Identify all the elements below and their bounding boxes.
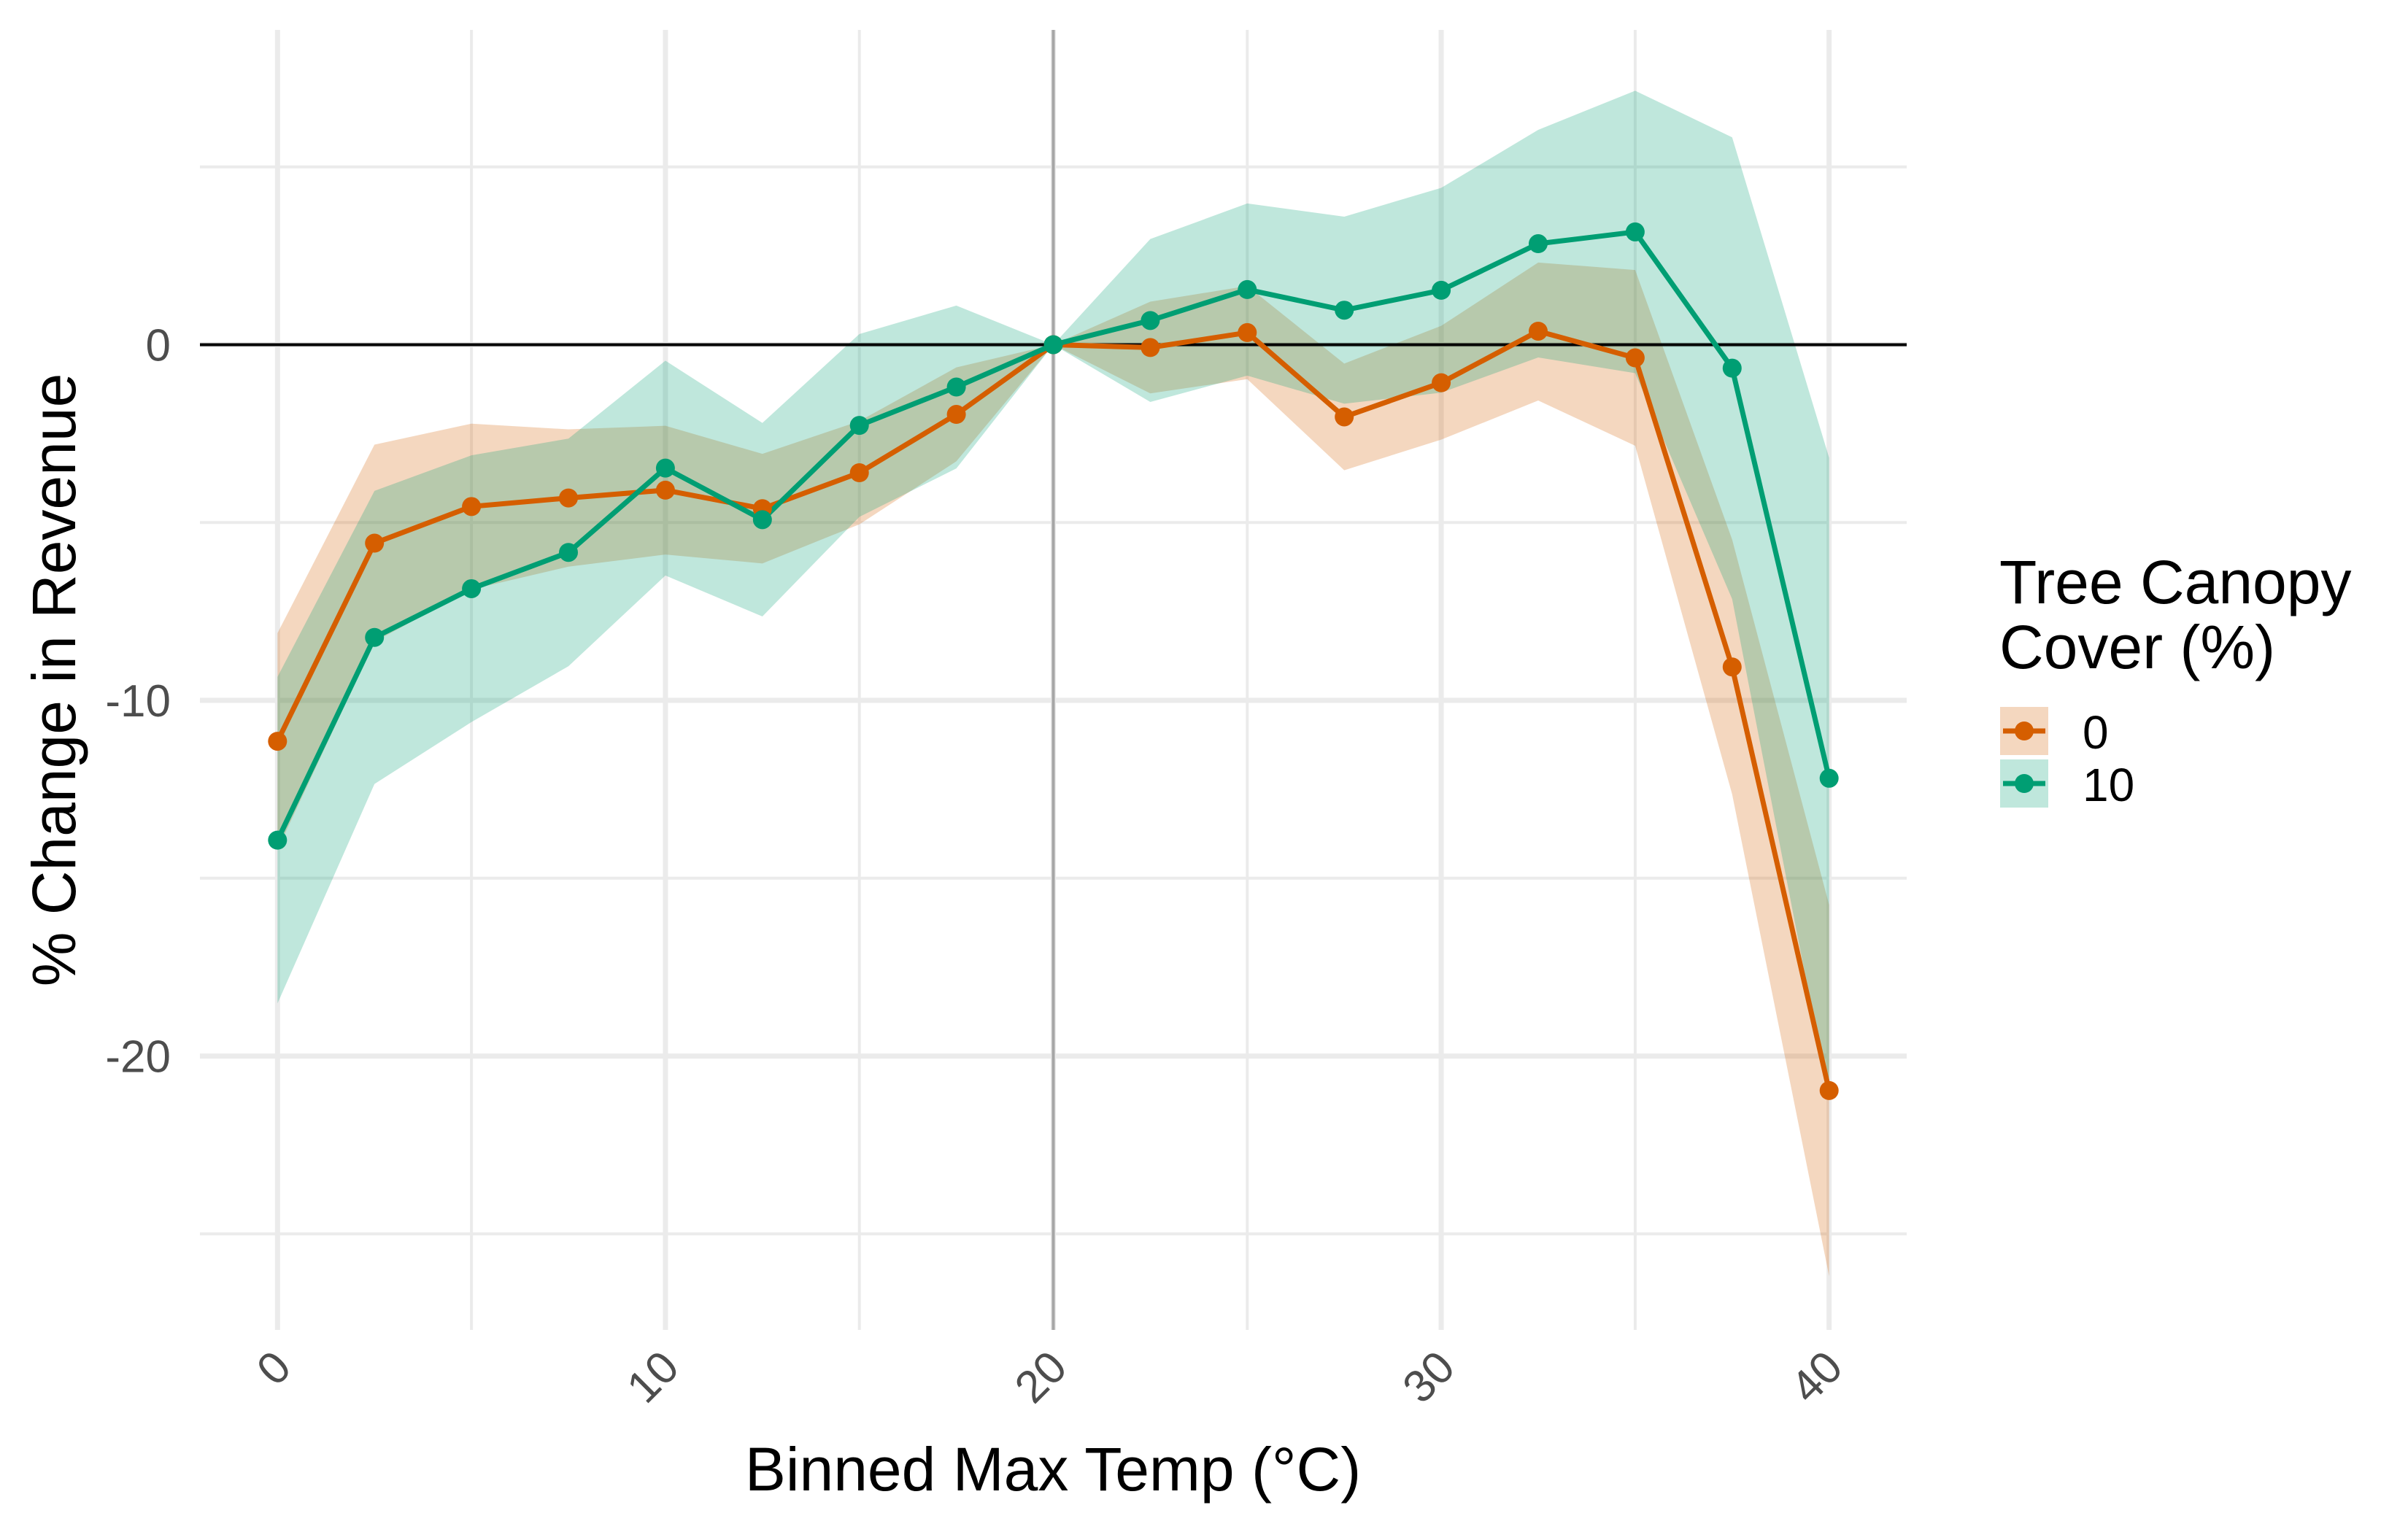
point-series-10 bbox=[1528, 234, 1548, 254]
legend-title-line-2: Cover (%) bbox=[1999, 613, 2275, 681]
point-series-0 bbox=[655, 480, 675, 500]
point-series-10 bbox=[1722, 358, 1742, 378]
point-series-10 bbox=[655, 458, 675, 478]
point-series-0 bbox=[946, 405, 966, 425]
point-series-0 bbox=[559, 488, 579, 508]
point-series-0 bbox=[1819, 1080, 1839, 1100]
point-series-0 bbox=[268, 732, 288, 751]
legend-label: 10 bbox=[2083, 759, 2134, 811]
legend-point-swatch bbox=[2015, 774, 2034, 793]
point-series-0 bbox=[1432, 373, 1451, 392]
point-series-10 bbox=[1432, 280, 1451, 300]
ribbon-series-10 bbox=[277, 90, 1829, 1099]
legend-item-0: 0 bbox=[2000, 706, 2109, 759]
point-series-10 bbox=[1625, 222, 1645, 241]
point-series-10 bbox=[462, 579, 482, 598]
confidence-ribbons bbox=[277, 90, 1829, 1277]
legend-item-10: 10 bbox=[2000, 759, 2134, 811]
point-series-0 bbox=[1722, 657, 1742, 677]
point-series-10 bbox=[1819, 768, 1839, 788]
legend-keys: 010 bbox=[2000, 706, 2134, 811]
point-series-10 bbox=[752, 510, 772, 530]
point-series-0 bbox=[1335, 407, 1354, 427]
point-series-0 bbox=[365, 533, 385, 553]
point-series-10 bbox=[559, 543, 579, 562]
x-axis-title: Binned Max Temp (°C) bbox=[745, 1435, 1361, 1504]
point-series-0 bbox=[1238, 322, 1257, 342]
point-series-0 bbox=[1141, 338, 1160, 357]
legend-label: 0 bbox=[2083, 706, 2109, 759]
point-series-0 bbox=[1528, 321, 1548, 341]
legend-title-line-1: Tree Canopy bbox=[1999, 548, 2351, 616]
point-series-10 bbox=[1238, 279, 1257, 299]
legend-point-swatch bbox=[2015, 721, 2034, 740]
point-series-10 bbox=[365, 627, 385, 647]
point-series-10 bbox=[1335, 301, 1354, 320]
legend: Tree Canopy Cover (%) 010 bbox=[1999, 548, 2351, 811]
point-series-10 bbox=[849, 416, 869, 436]
point-series-10 bbox=[946, 377, 966, 397]
point-series-0 bbox=[1625, 348, 1645, 368]
point-series-0 bbox=[462, 497, 482, 517]
series-points bbox=[268, 222, 1839, 1100]
y-tick-label: -20 bbox=[105, 1032, 171, 1083]
y-tick-label: -10 bbox=[105, 676, 171, 727]
point-series-10 bbox=[1043, 335, 1063, 355]
y-axis-tick-labels: 0 -10 -20 bbox=[105, 320, 171, 1082]
point-series-0 bbox=[849, 463, 869, 483]
y-tick-label: 0 bbox=[146, 320, 171, 371]
ribbon-series-0 bbox=[277, 262, 1829, 1277]
point-series-10 bbox=[268, 830, 288, 850]
y-axis-title: % Change in Revenue bbox=[20, 374, 88, 987]
point-series-10 bbox=[1141, 311, 1160, 330]
